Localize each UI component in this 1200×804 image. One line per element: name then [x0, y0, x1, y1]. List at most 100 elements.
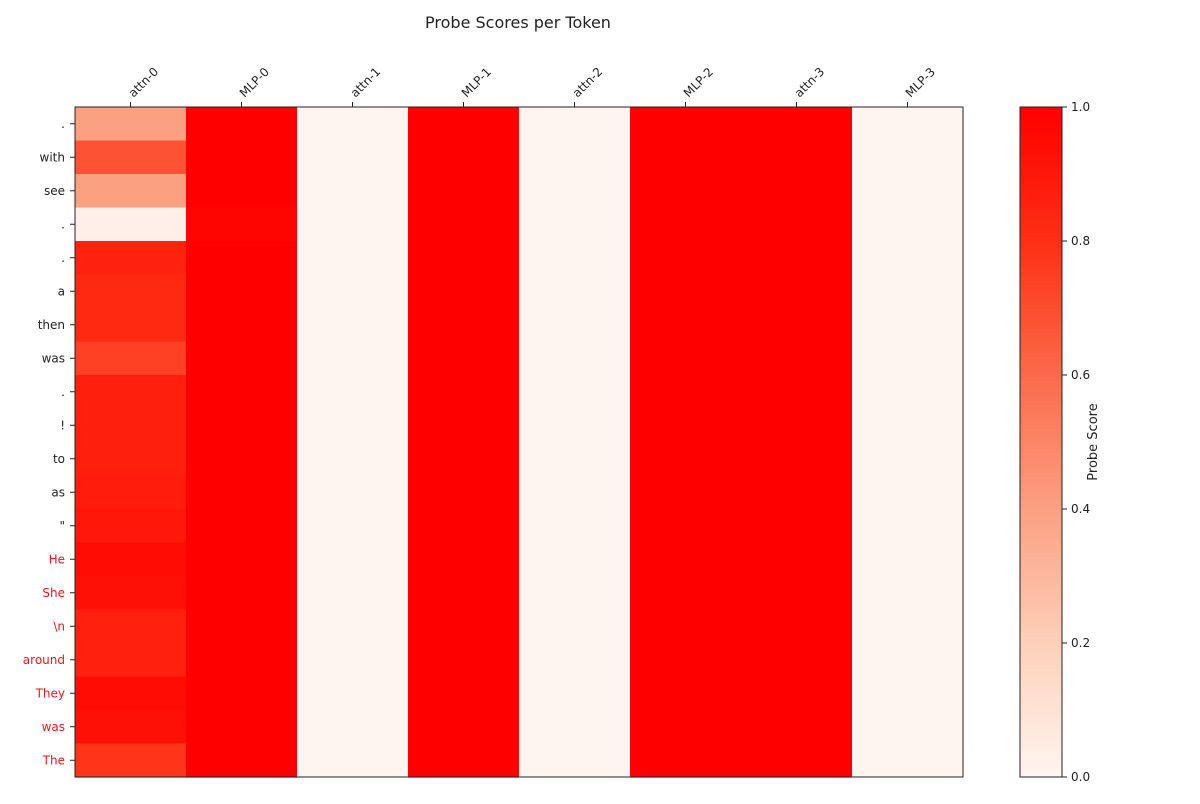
heatmap-cell: [852, 710, 964, 745]
heatmap-cell: [630, 207, 742, 242]
heatmap-cell: [186, 676, 298, 711]
heatmap-cell: [519, 509, 631, 544]
heatmap-cell: [408, 576, 520, 611]
heatmap-cell: [75, 107, 187, 142]
heatmap-cell: [852, 341, 964, 376]
heatmap-cell: [519, 442, 631, 477]
heatmap-cell: [519, 241, 631, 276]
row-label: was: [42, 720, 65, 734]
heatmap-cell: [852, 676, 964, 711]
heatmap-cell: [75, 207, 187, 242]
heatmap-cell: [630, 408, 742, 443]
heatmap-cell: [741, 609, 853, 644]
heatmap-cell: [186, 643, 298, 678]
heatmap-cell: [186, 609, 298, 644]
heatmap-cell: [297, 609, 409, 644]
heatmap-cell: [630, 274, 742, 309]
heatmap-cell: [852, 140, 964, 175]
column-label: attn-2: [570, 65, 606, 101]
heatmap-cell: [741, 174, 853, 209]
heatmap-cell: [852, 609, 964, 644]
heatmap-cell: [75, 509, 187, 544]
heatmap-cell: [519, 107, 631, 142]
row-label: \n: [53, 619, 65, 633]
heatmap-cell: [186, 442, 298, 477]
heatmap-cell: [741, 576, 853, 611]
heatmap-cell: [630, 442, 742, 477]
column-label: MLP-3: [903, 65, 938, 100]
heatmap-cell: [408, 542, 520, 577]
heatmap-cell: [408, 107, 520, 142]
heatmap-cell: [630, 375, 742, 410]
heatmap-cell: [519, 207, 631, 242]
heatmap-cell: [75, 609, 187, 644]
heatmap-cell: [519, 408, 631, 443]
heatmap-cell: [75, 576, 187, 611]
heatmap-cell: [408, 710, 520, 745]
heatmap-cell: [408, 140, 520, 175]
heatmap-cell: [186, 274, 298, 309]
heatmap-cell: [741, 107, 853, 142]
heatmap-cell: [630, 140, 742, 175]
row-label: to: [53, 452, 65, 466]
colorbar-label: Probe Score: [1086, 403, 1101, 480]
heatmap-cell: [519, 576, 631, 611]
heatmap-cell: [186, 408, 298, 443]
row-label: see: [44, 184, 65, 198]
heatmap-cell: [75, 341, 187, 376]
heatmap-cell: [75, 676, 187, 711]
heatmap-cell: [408, 643, 520, 678]
heatmap-cell: [186, 475, 298, 510]
row-label: The: [42, 753, 65, 767]
heatmap-cell: [741, 207, 853, 242]
heatmap-cell: [75, 542, 187, 577]
heatmap-cell: [741, 274, 853, 309]
column-label: MLP-0: [237, 65, 272, 100]
heatmap-cell: [75, 140, 187, 175]
heatmap-cell: [741, 241, 853, 276]
heatmap-cell: [408, 241, 520, 276]
heatmap-cell: [408, 743, 520, 778]
heatmap-cell: [408, 207, 520, 242]
heatmap-cell: [408, 308, 520, 343]
heatmap-cell: [297, 207, 409, 242]
heatmap-frame: [74, 106, 964, 778]
heatmap-cell: [741, 542, 853, 577]
column-label: attn-0: [126, 65, 162, 101]
heatmap-cell: [519, 174, 631, 209]
row-label: .: [61, 217, 65, 231]
row-labels: . with see.. a then was.! to as " He She \n around Th…: [23, 117, 75, 767]
heatmap-cell: [75, 743, 187, 778]
heatmap-cell: [741, 743, 853, 778]
row-label: with: [40, 150, 65, 164]
heatmap-cell: [630, 341, 742, 376]
heatmap-cell: [297, 308, 409, 343]
heatmap-cell: [75, 643, 187, 678]
heatmap-cell: [741, 710, 853, 745]
heatmap-cell: [75, 442, 187, 477]
heatmap-cell: [408, 609, 520, 644]
colorbar-tick-label: 0.4: [1071, 502, 1090, 516]
heatmap-cell: [852, 408, 964, 443]
heatmap-cell: [852, 174, 964, 209]
heatmap-cell: [75, 710, 187, 745]
heatmap-cell: [519, 274, 631, 309]
heatmap-cell: [297, 375, 409, 410]
heatmap-cell: [408, 341, 520, 376]
row-label: He: [49, 552, 65, 566]
heatmap-cell: [408, 676, 520, 711]
heatmap-cell: [630, 576, 742, 611]
heatmap-cell: [75, 241, 187, 276]
heatmap-cell: [630, 509, 742, 544]
heatmap-cell: [519, 140, 631, 175]
heatmap-cell: [630, 676, 742, 711]
heatmap-cell: [408, 408, 520, 443]
row-label: .: [61, 385, 65, 399]
row-label: ": [59, 519, 65, 533]
heatmap-cell: [741, 643, 853, 678]
heatmap-cell: [186, 140, 298, 175]
heatmap-cell: [630, 542, 742, 577]
heatmap-cell: [75, 308, 187, 343]
chart-title: Probe Scores per Token: [425, 13, 611, 32]
